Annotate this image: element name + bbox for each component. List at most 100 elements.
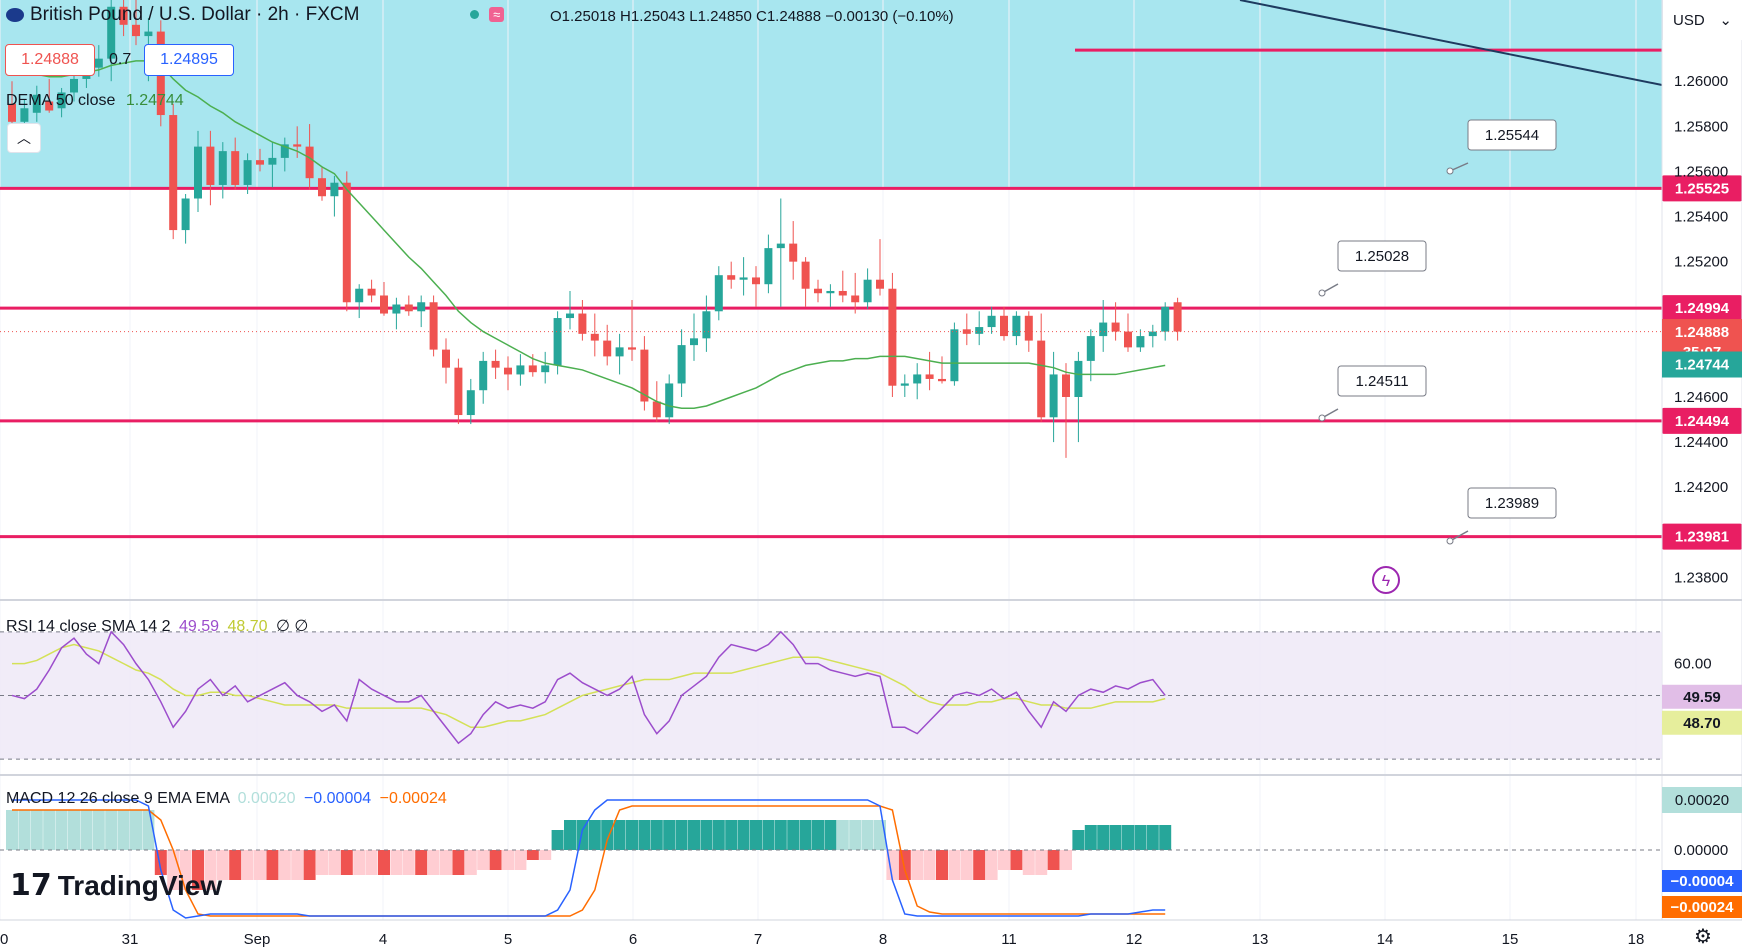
macd-histogram-bar	[675, 820, 688, 850]
macd-histogram-bar	[427, 850, 440, 875]
candle-body	[900, 383, 909, 386]
time-tick: 14	[1377, 931, 1394, 948]
macd-histogram-bar	[725, 820, 738, 850]
macd-histogram-bar	[849, 820, 862, 850]
candle-body	[590, 333, 599, 341]
candle-body	[615, 347, 624, 357]
status-icons[interactable]: ≈	[470, 6, 505, 23]
candle-body	[739, 277, 748, 280]
level-tag	[1662, 295, 1742, 322]
buy-button[interactable]: 1.24895	[144, 44, 234, 76]
macd-line-value: −0.00004	[303, 790, 372, 807]
candle-body	[776, 243, 785, 249]
currency-selector[interactable]: USD ⌄	[1662, 0, 1742, 40]
candle-body	[553, 318, 562, 366]
price-tag-text: 1.24744	[1675, 357, 1730, 374]
callout-anchor	[1446, 537, 1454, 545]
time-tick: 11	[1001, 931, 1017, 948]
time-tick: Sep	[244, 931, 271, 948]
candle-body	[45, 101, 54, 111]
macd-histogram-bar	[229, 850, 242, 880]
macd-histogram-bar	[1035, 850, 1048, 875]
macd-zero-tick: 0.00000	[1674, 842, 1728, 859]
tv-logo-icon: 𝟭𝟳	[10, 869, 52, 902]
time-tick: 15	[1502, 931, 1519, 948]
candle-body	[256, 160, 264, 165]
macd-histogram-bar	[92, 810, 105, 850]
candle-body	[1099, 322, 1108, 337]
macd-histogram-bar	[30, 810, 43, 850]
candle-body	[392, 304, 401, 314]
macd-histogram-bar	[824, 820, 837, 850]
macd-histogram-bar	[316, 850, 328, 875]
ohlc-readout: O1.25018 H1.25043 L1.24850 C1.24888 −0.0…	[550, 8, 954, 25]
candle-body	[404, 304, 413, 312]
macd-histogram-bar	[452, 850, 465, 875]
symbol-header[interactable]: British Pound / U.S. Dollar · 2h · FXCM	[6, 4, 359, 26]
settings-gear-icon[interactable]: ⚙	[1694, 926, 1712, 948]
price-tick: 1.24600	[1674, 389, 1728, 406]
flag-icon	[6, 8, 24, 22]
price-axis	[1661, 0, 1742, 921]
macd-histogram-bar	[1022, 850, 1035, 875]
candle-body	[268, 157, 277, 165]
candle-body	[1124, 331, 1132, 348]
candle-body	[851, 295, 860, 303]
spread-value: 0.7	[109, 51, 132, 68]
macd-histogram-bar	[886, 850, 899, 880]
chevron-up-icon: ︿	[17, 130, 31, 146]
candle-body	[838, 290, 847, 296]
price-tick: 1.25600	[1674, 163, 1728, 180]
candle-body	[20, 108, 29, 122]
candle-body	[876, 279, 884, 289]
level-tag	[1662, 407, 1742, 434]
macd-histogram-bar	[340, 850, 353, 875]
candle-body	[479, 360, 488, 391]
macd-histogram-bar	[588, 820, 601, 850]
candle-body	[528, 365, 537, 373]
time-tick: 4	[379, 931, 387, 948]
callout-label: 1.25544	[1485, 127, 1539, 144]
candle-body	[144, 31, 153, 37]
trend-line	[1239, 0, 1663, 86]
rsi-legend[interactable]: RSI 14 close SMA 14 2 49.59 48.70 ∅ ∅	[6, 616, 308, 636]
dema-legend[interactable]: DEMA 50 close 1.24744	[6, 92, 184, 110]
macd-signal-value: −0.00024	[379, 790, 447, 807]
candle-body	[714, 275, 723, 312]
macd-line-tag-text: −0.00004	[1671, 873, 1735, 890]
collapse-legend-button[interactable]: ︿	[7, 123, 41, 153]
candle-body	[925, 374, 934, 379]
callout-anchor	[1318, 289, 1326, 297]
rsi-tick: 60.00	[1674, 656, 1712, 673]
macd-legend[interactable]: MACD 12 26 close 9 EMA EMA 0.00020 −0.00…	[6, 790, 447, 808]
macd-histogram-bar	[18, 810, 31, 850]
macd-histogram-bar	[117, 810, 130, 850]
macd-histogram-bar	[712, 820, 725, 850]
macd-histogram-bar	[1084, 825, 1097, 850]
candle-body	[1074, 360, 1083, 397]
price-tag-text: 1.24888	[1675, 324, 1729, 341]
time-tick: 6	[629, 931, 637, 948]
price-tick: 1.25200	[1674, 254, 1728, 271]
macd-histogram-bar	[936, 850, 948, 880]
candle-body	[466, 390, 475, 416]
dema-label: DEMA 50 close	[6, 92, 116, 109]
macd-histogram-bar	[1109, 825, 1122, 850]
candle-body	[454, 367, 463, 416]
candle-body	[330, 182, 339, 197]
rsi-value-tag	[1662, 684, 1742, 709]
candle-body	[342, 182, 351, 303]
candle-body	[727, 275, 736, 280]
macd-histogram-bar	[762, 820, 775, 850]
macd-histogram-bar	[1060, 850, 1072, 870]
macd-histogram-bar	[303, 850, 316, 880]
macd-line-tag	[1662, 870, 1742, 892]
macd-histogram-bar	[1146, 825, 1159, 850]
macd-histogram-bar	[948, 850, 961, 880]
sell-button[interactable]: 1.24888	[5, 44, 95, 76]
candle-body	[975, 327, 984, 334]
macd-histogram-bar	[80, 810, 93, 850]
level-tag-text: 1.24494	[1675, 413, 1730, 430]
macd-histogram-bar	[613, 820, 626, 850]
